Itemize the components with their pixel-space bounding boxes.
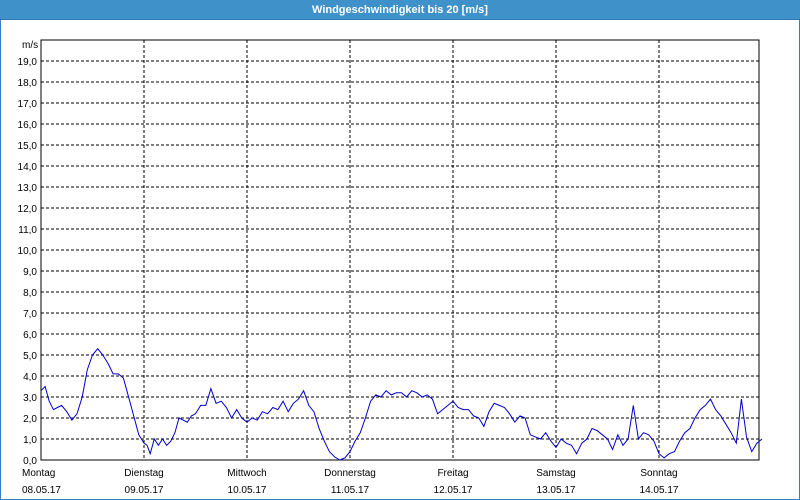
- x-tick-date: 09.05.17: [125, 485, 164, 496]
- x-tick-day: Mittwoch: [227, 468, 266, 479]
- y-tick-label: 11,0: [18, 225, 37, 236]
- x-axis-ticks: Montag 08.05.17 Dienstag 09.05.17 Mittwoch 10…: [22, 468, 679, 496]
- x-tick-day: Donnerstag: [324, 468, 376, 479]
- y-tick-label: 5,0: [23, 351, 37, 362]
- x-tick-day: Montag: [22, 468, 55, 479]
- x-tick-date: 10.05.17: [228, 485, 267, 496]
- y-tick-label: 13,0: [18, 183, 38, 194]
- y-tick-label: 2,0: [23, 414, 37, 425]
- plot-area: [40, 39, 760, 461]
- x-tick-date: 12.05.17: [434, 485, 473, 496]
- y-tick-label: 18,0: [18, 78, 38, 89]
- y-tick-label: 10,0: [18, 246, 38, 257]
- y-tick-label: 7,0: [23, 309, 37, 320]
- x-tick-day: Freitag: [437, 468, 468, 479]
- y-axis-ticks: 0,0 1,0 2,0 3,0 4,0 5,0 6,0 7,0 8,0 9,0 10,0 11,0 12…: [18, 57, 38, 467]
- y-tick-label: 16,0: [18, 120, 38, 131]
- y-unit-label: m/s: [22, 40, 38, 51]
- y-tick-label: 8,0: [23, 288, 37, 299]
- y-tick-label: 0,0: [23, 456, 37, 467]
- x-tick-day: Sonntag: [640, 468, 677, 479]
- x-tick-day: Dienstag: [124, 468, 163, 479]
- x-tick-date: 11.05.17: [331, 485, 370, 496]
- y-tick-label: 9,0: [23, 267, 37, 278]
- y-tick-label: 19,0: [18, 57, 38, 68]
- y-tick-label: 14,0: [18, 162, 38, 173]
- y-tick-label: 17,0: [18, 99, 38, 110]
- x-tick-date: 13.05.17: [537, 485, 576, 496]
- grid-lines: [41, 40, 759, 460]
- y-tick-label: 3,0: [23, 393, 37, 404]
- y-tick-label: 15,0: [18, 141, 38, 152]
- x-tick-date: 14.05.17: [640, 485, 679, 496]
- y-tick-label: 1,0: [23, 435, 37, 446]
- y-tick-label: 4,0: [23, 372, 37, 383]
- x-tick-day: Samstag: [536, 468, 575, 479]
- chart-title: Windgeschwindigkeit bis 20 [m/s]: [0, 0, 800, 20]
- y-tick-label: 6,0: [23, 330, 37, 341]
- x-tick-date: 08.05.17: [22, 485, 61, 496]
- series-line-wind-speed: [40, 347, 763, 461]
- y-tick-label: 12,0: [18, 204, 38, 215]
